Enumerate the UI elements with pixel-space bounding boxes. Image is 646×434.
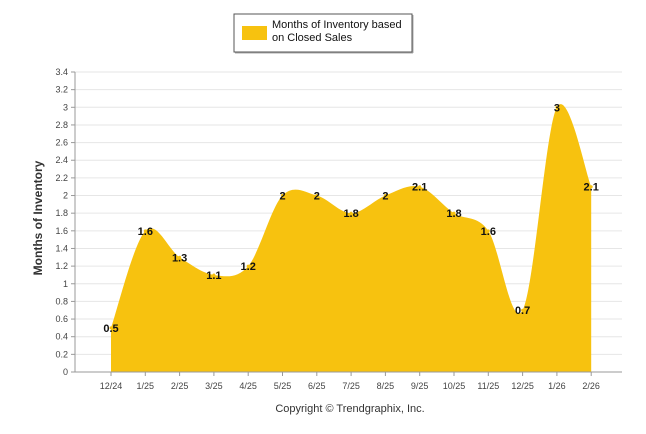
data-point <box>349 211 353 215</box>
y-tick-label: 2 <box>63 191 68 201</box>
legend-label-line1: Months of Inventory based <box>272 19 402 31</box>
y-tick-label: 1.4 <box>55 243 68 253</box>
y-tick-label: 1.2 <box>55 261 68 271</box>
data-point <box>281 194 284 198</box>
x-tick-label: 2/25 <box>171 381 189 391</box>
data-point <box>555 105 559 109</box>
data-label: 2 <box>279 191 285 203</box>
y-tick-label: 2.4 <box>55 155 68 165</box>
legend-label-line2: on Closed Sales <box>272 32 353 44</box>
data-point <box>212 273 216 277</box>
data-point <box>452 211 456 215</box>
data-label: 2 <box>314 191 320 203</box>
x-tick-label: 11/25 <box>477 381 499 391</box>
legend-swatch <box>242 26 267 40</box>
data-label: 1.2 <box>241 261 256 273</box>
y-tick-label: 1.6 <box>55 226 68 236</box>
data-point <box>315 194 319 198</box>
data-label: 2.1 <box>412 182 427 194</box>
y-tick-label: 3.2 <box>55 85 68 95</box>
x-tick-label: 4/25 <box>239 381 257 391</box>
y-tick-label: 2.2 <box>55 173 68 183</box>
data-point <box>589 185 593 189</box>
y-tick-label: 3.4 <box>55 67 68 77</box>
x-tick-label: 9/25 <box>411 381 429 391</box>
copyright-text: Copyright © Trendgraphix, Inc. <box>275 403 424 415</box>
data-label: 1.6 <box>481 226 496 238</box>
y-axis: 0 0.2 0.4 0.6 0.8 1 1.2 1.4 1.6 1.8 2 2.2 2.4 2.6 2.8 3… <box>55 67 76 377</box>
y-tick-label: 3 <box>63 102 68 112</box>
data-point <box>178 255 182 259</box>
y-tick-label: 0.2 <box>55 349 68 359</box>
x-tick-label: 1/26 <box>548 381 566 391</box>
data-label: 1.8 <box>343 208 358 220</box>
y-tick-label: 0.6 <box>55 314 68 324</box>
y-tick-label: 0.4 <box>55 332 68 342</box>
y-tick-label: 0 <box>63 367 68 377</box>
x-tick-label: 12/25 <box>511 381 534 391</box>
legend[interactable]: Months of Inventory based on Closed Sale… <box>233 13 414 54</box>
x-tick-label: 2/26 <box>582 381 600 391</box>
data-point <box>109 326 113 330</box>
y-tick-label: 0.8 <box>55 296 68 306</box>
data-label: 2.1 <box>584 182 599 194</box>
x-tick-label: 10/25 <box>443 381 466 391</box>
data-point <box>383 194 387 198</box>
data-point <box>521 308 525 312</box>
y-tick-label: 1.8 <box>55 208 68 218</box>
data-label: 3 <box>554 102 560 114</box>
area-series <box>111 104 592 372</box>
data-label: 2 <box>382 191 388 203</box>
data-label: 1.8 <box>446 208 461 220</box>
data-label: 1.1 <box>206 270 221 282</box>
x-axis: 12/24 1/25 2/25 3/25 4/25 5/25 6/25 7/25 8/25 9/2… <box>75 371 622 391</box>
data-label: 1.3 <box>172 252 187 264</box>
x-tick-label: 7/25 <box>342 381 360 391</box>
data-labels: 0.5 1.6 1.3 1.1 1.2 2 2 1.8 2 2.1 1.8 1.6 0.7 3 2.1 <box>103 102 598 335</box>
x-tick-label: 6/25 <box>308 381 326 391</box>
y-axis-title: Months of Inventory <box>31 160 45 275</box>
y-tick-label: 1 <box>63 279 68 289</box>
data-point <box>418 185 422 189</box>
data-label: 0.7 <box>515 305 530 317</box>
data-label: 0.5 <box>103 323 118 335</box>
x-tick-label: 12/24 <box>100 381 123 391</box>
x-tick-label: 5/25 <box>274 381 292 391</box>
data-point <box>486 229 490 233</box>
x-tick-label: 8/25 <box>377 381 395 391</box>
data-point <box>246 264 250 268</box>
x-tick-label: 3/25 <box>205 381 223 391</box>
y-tick-label: 2.6 <box>55 138 68 148</box>
x-tick-label: 1/25 <box>137 381 155 391</box>
data-point <box>143 229 147 233</box>
data-label: 1.6 <box>138 226 153 238</box>
y-tick-label: 2.8 <box>55 120 68 130</box>
